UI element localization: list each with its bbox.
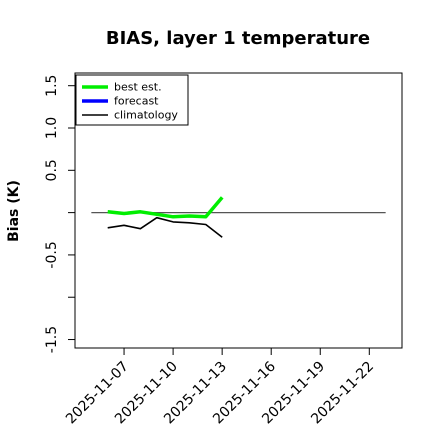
y-axis-ticks: -1.5 -0.5 0.5 1.0 1.5 <box>44 75 75 353</box>
legend-label: forecast <box>114 95 159 108</box>
y-axis-label: Bias (K) <box>6 180 22 242</box>
legend-label: climatology <box>114 109 178 122</box>
y-tick-label: -1.5 <box>44 326 60 353</box>
series-line-best-est- <box>107 196 224 219</box>
chart-title: BIAS, layer 1 temperature <box>106 28 370 49</box>
plot-frame <box>74 72 403 349</box>
legend-label: best est. <box>114 81 162 94</box>
series-layer <box>107 196 224 238</box>
y-tick-label: -0.5 <box>44 241 60 268</box>
y-tick-label: 0.5 <box>44 159 60 181</box>
series-line-climatology <box>107 216 223 238</box>
y-tick-label: 1.5 <box>44 75 60 97</box>
y-tick-label: 1.0 <box>44 117 60 139</box>
x-axis-ticks: 2025-11-072025-11-102025-11-132025-11-16… <box>63 348 377 427</box>
